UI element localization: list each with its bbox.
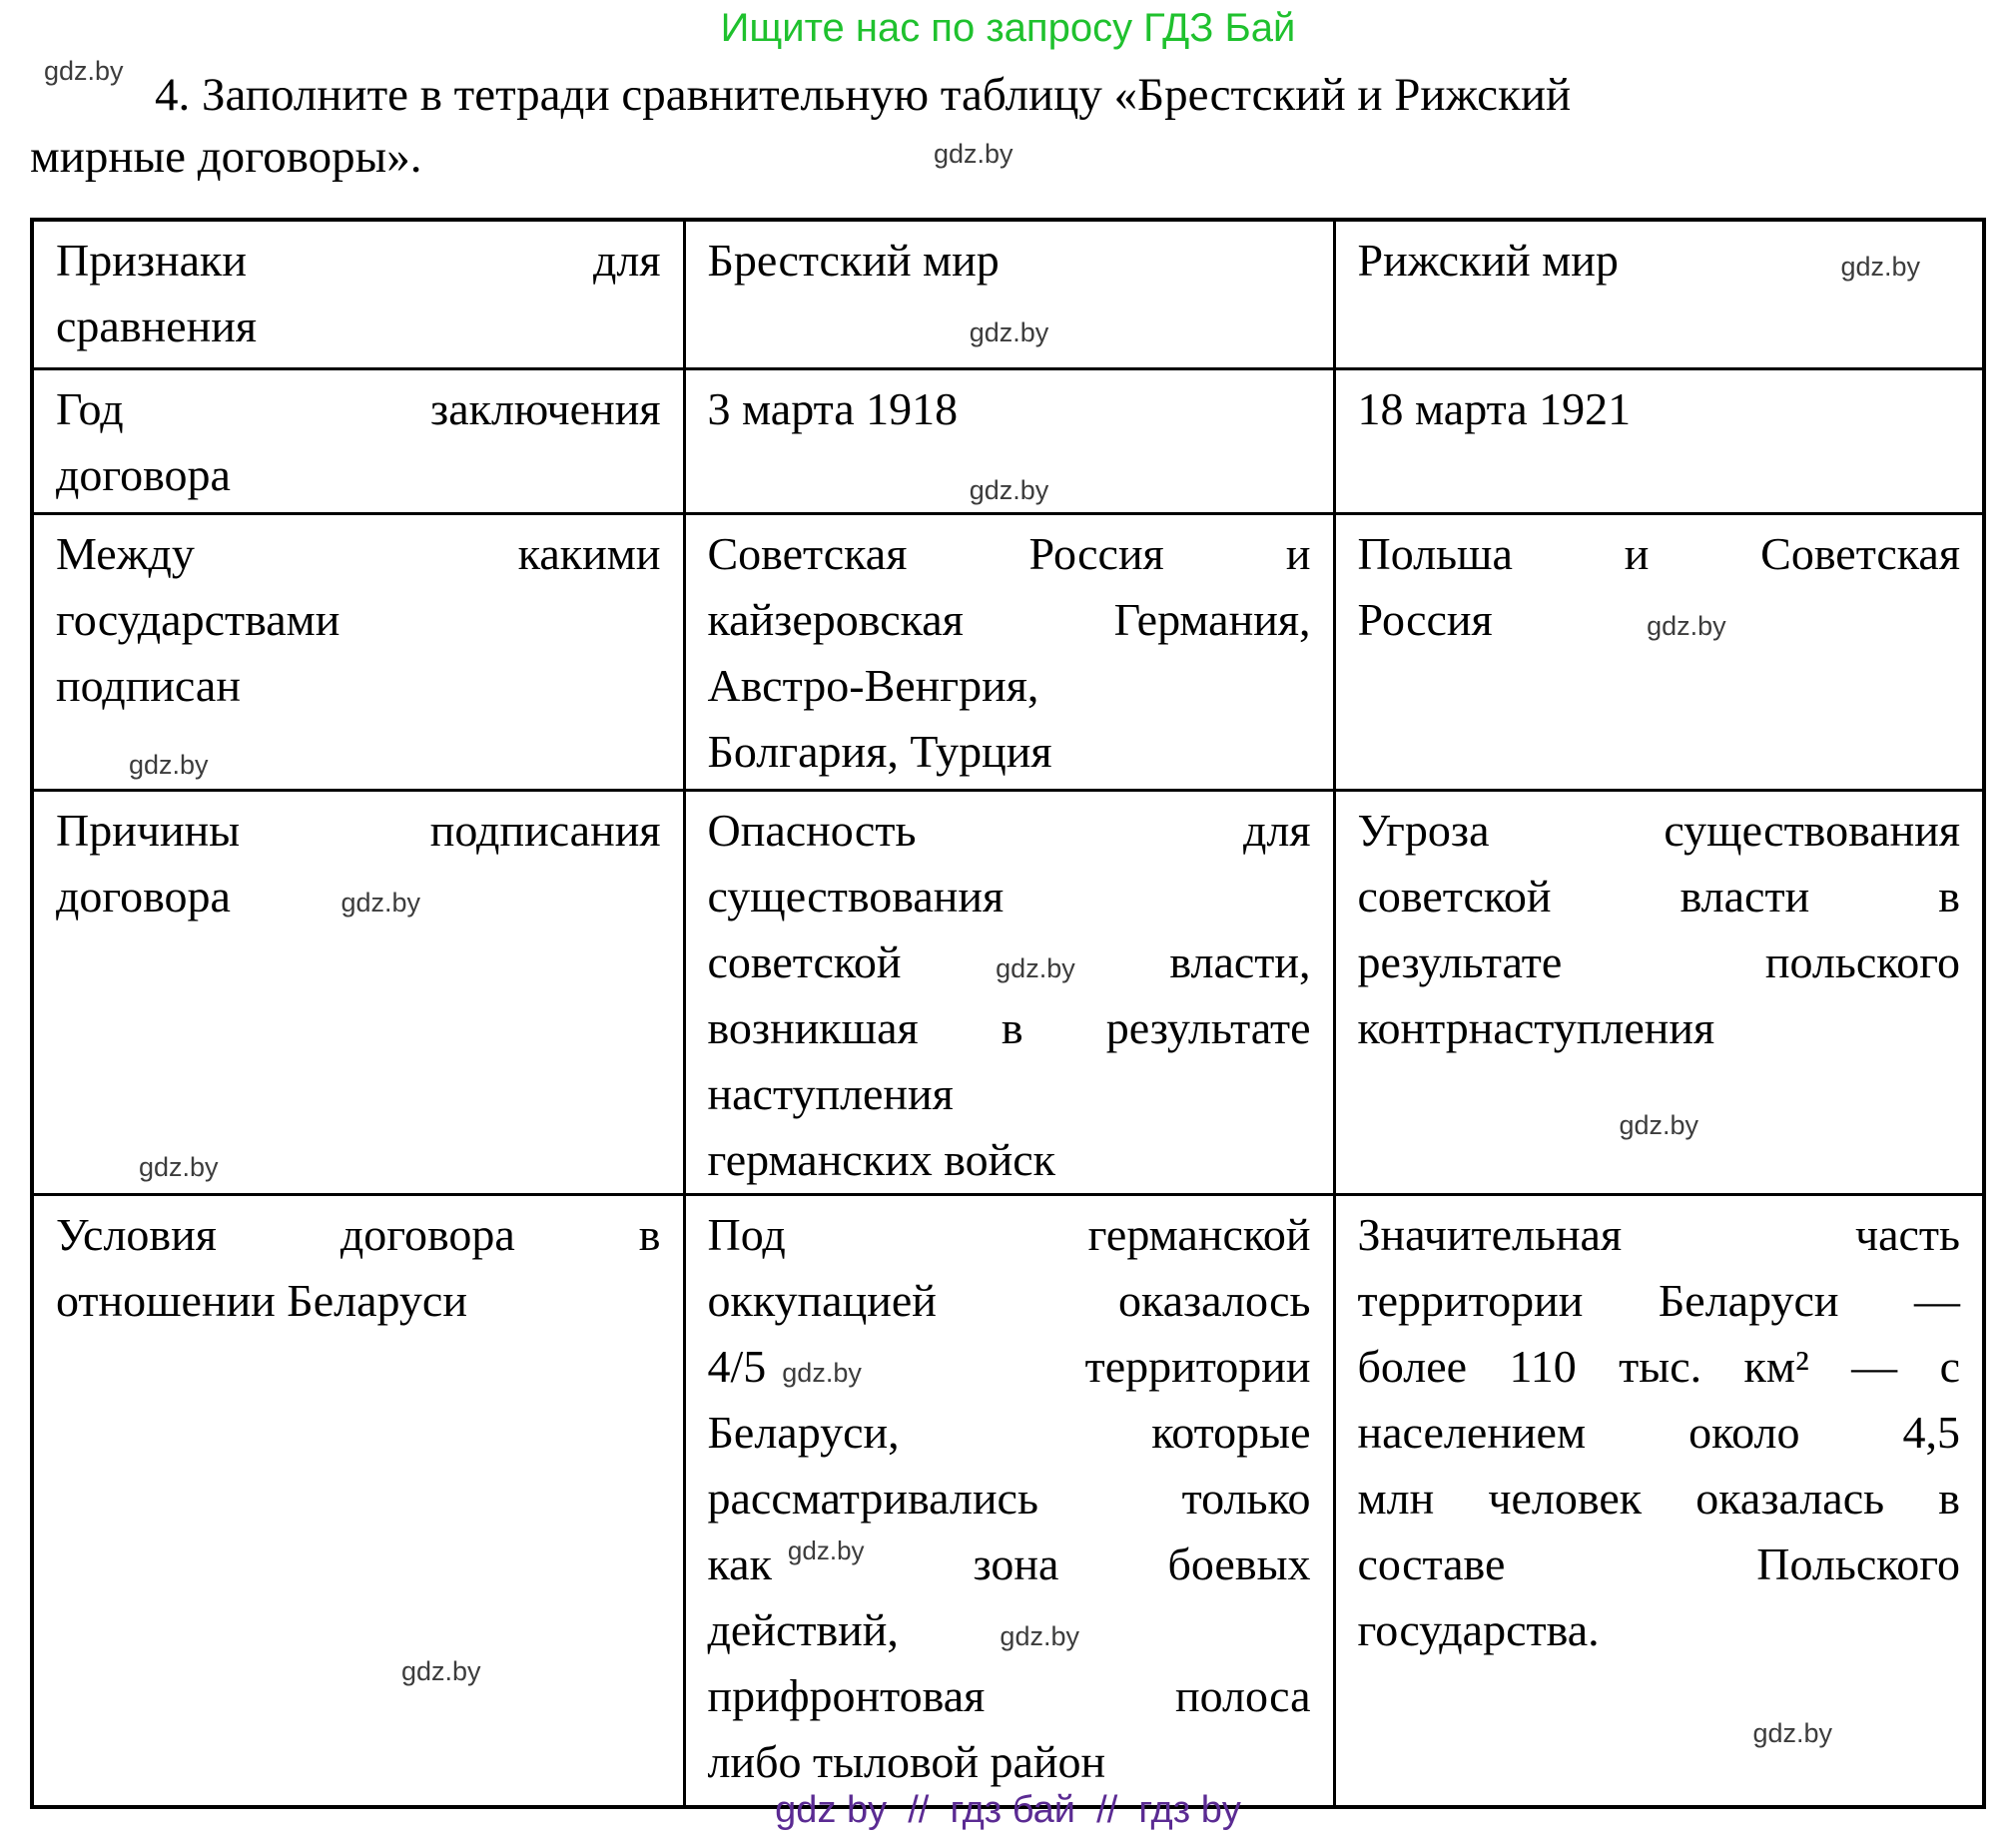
row-terms-brest: Под германской оккупацией оказалось 4/5 … (682, 1193, 1336, 1809)
header-cell-brest: Брестский мир gdz.by (682, 218, 1336, 370)
watermark-gdzby: gdz.by (996, 953, 1075, 983)
watermark-gdzby: gdz.by (969, 475, 1049, 505)
table-row-year: Год заключения договора 3 марта 1918 gdz… (30, 367, 1986, 515)
cell-line: Условия договора в (56, 1209, 661, 1260)
cell-line: существования (707, 871, 1005, 921)
cell-line: Австро-Венгрия, (707, 660, 1039, 711)
watermark-gdzby: gdz.by (782, 1358, 862, 1388)
cell-line: Год заключения (56, 383, 661, 434)
cell-line: подписан (56, 660, 241, 711)
cell-line: Под германской (707, 1209, 1311, 1260)
row-year-brest: 3 марта 1918 gdz.by (682, 367, 1336, 515)
cell-line: результате польского (1357, 936, 1961, 987)
row-states-brest: Советская Россия и кайзеровская Германия… (682, 512, 1336, 792)
cell-line: 18 марта 1921 (1357, 383, 1632, 434)
cell-line: контрнаступления (1357, 1002, 1715, 1053)
table-row-reasons: Причины подписания договора gdz.by gdz.b… (30, 789, 1986, 1196)
row-states-label: Между какими государствами подписан gdz.… (30, 512, 686, 792)
cell-line: рассматривались только (707, 1473, 1311, 1524)
cell-line: советской власти в (1357, 871, 1961, 921)
table-header-row: Признаки для сравнения Брестский мир gdz… (30, 218, 1986, 370)
row-terms-label: Условия договора в отношении Беларуси gd… (30, 1193, 686, 1809)
footer-links: gdz by // гдз бай // гдз by (775, 1789, 1241, 1831)
cell-line: Беларуси, которые (707, 1407, 1311, 1458)
cell-line: более 110 тыс. км² — с (1357, 1341, 1961, 1392)
cell-line: Опасность для (707, 805, 1311, 856)
cell-line: территории Беларуси — (1357, 1275, 1961, 1326)
comparison-table: Признаки для сравнения Брестский мир gdz… (30, 218, 1986, 1809)
cell-line: млн человек оказалась в (1357, 1473, 1961, 1524)
watermark-gdzby: gdz.by (1752, 1718, 1833, 1748)
site-banner: Ищите нас по запросу ГДЗ Бай (720, 6, 1296, 50)
watermark-gdzby: gdz.by (1619, 1110, 1699, 1140)
cell-line: 4/5 (707, 1341, 767, 1392)
cell-line: составе Польского (1357, 1538, 1961, 1589)
cell-line: населением около 4,5 (1357, 1407, 1961, 1458)
cell-line: зона (973, 1538, 1059, 1589)
cell-line: действий, (707, 1604, 899, 1655)
table-row-states: Между какими государствами подписан gdz.… (30, 512, 1986, 792)
row-terms-riga: Значительная часть территории Беларуси —… (1332, 1193, 1986, 1809)
cell-line: оккупацией оказалось (707, 1275, 1311, 1326)
cell-line: территории (1084, 1341, 1311, 1392)
row-states-riga: Польша и Советская Россия gdz.by (1332, 512, 1986, 792)
row-year-riga: 18 марта 1921 (1332, 367, 1986, 515)
watermark-gdzby: gdz.by (934, 139, 1013, 169)
task-line-1: 4. Заполните в тетради сравнительную таб… (155, 69, 1572, 121)
watermark-gdzby: gdz.by (787, 1535, 865, 1565)
cell-line: государства. (1357, 1604, 1600, 1655)
cell-line-group: 4/5 gdz.by (708, 1334, 862, 1400)
cell-line: Угроза существования (1357, 805, 1961, 856)
cell-line: Между какими (56, 528, 661, 579)
header-cell-riga: Рижский мир gdz.by (1332, 218, 1986, 370)
table-row-terms: Условия договора в отношении Беларуси gd… (30, 1193, 1986, 1809)
row-year-label: Год заключения договора (30, 367, 686, 515)
cell-line: как (707, 1538, 772, 1589)
row-reasons-riga: Угроза существования советской власти в … (1332, 789, 1986, 1196)
watermark-gdzby: gdz.by (1647, 611, 1726, 641)
cell-line: возникшая в результате (707, 1002, 1311, 1053)
cell-line: Рижский мир (1357, 235, 1619, 286)
cell-line-group: как gdz.by (708, 1532, 865, 1597)
cell-line: Советская Россия и (707, 528, 1311, 579)
cell-line: Брестский мир (707, 235, 1000, 286)
cell-line: отношении Беларуси (56, 1275, 467, 1326)
cell-line: либо тыловой район (707, 1736, 1106, 1787)
watermark-gdzby: gdz.by (1840, 252, 1920, 282)
cell-line: государствами (56, 594, 340, 645)
cell-line: боевых (1167, 1538, 1311, 1589)
cell-line: договора (56, 449, 231, 500)
cell-line: Польша и Советская (1357, 528, 1961, 579)
header-cell-criteria: Признаки для сравнения (30, 218, 686, 370)
watermark-gdzby: gdz.by (1000, 1621, 1079, 1651)
cell-line: советской (707, 936, 902, 987)
watermark-gdzby: gdz.by (44, 56, 124, 86)
cell-line: Причины подписания (56, 805, 661, 856)
row-reasons-brest: Опасность для существования советской gd… (682, 789, 1336, 1196)
cell-line: прифронтовая полоса (707, 1670, 1311, 1721)
watermark-gdzby: gdz.by (139, 1152, 219, 1182)
task-line-2: мирные договоры». (30, 131, 422, 183)
cell-line: Признаки для (56, 235, 661, 286)
cell-line: Значительная часть (1357, 1209, 1961, 1260)
cell-line: Болгария, Турция (707, 726, 1052, 777)
cell-line: сравнения (56, 301, 257, 351)
cell-line: наступления (707, 1068, 954, 1119)
cell-line: германских войск (707, 1134, 1055, 1185)
cell-line: 3 марта 1918 (707, 383, 959, 434)
row-reasons-label: Причины подписания договора gdz.by gdz.b… (30, 789, 686, 1196)
watermark-gdzby: gdz.by (340, 888, 420, 918)
cell-line: кайзеровская Германия, (707, 594, 1311, 645)
cell-line: договора (56, 871, 231, 921)
task-text: 4. Заполните в тетради сравнительную таб… (30, 64, 1668, 188)
watermark-gdzby: gdz.by (969, 317, 1049, 347)
watermark-gdzby: gdz.by (401, 1656, 481, 1686)
cell-line: Россия (1357, 594, 1493, 645)
watermark-gdzby: gdz.by (129, 750, 209, 780)
cell-line: власти, (1169, 936, 1311, 987)
